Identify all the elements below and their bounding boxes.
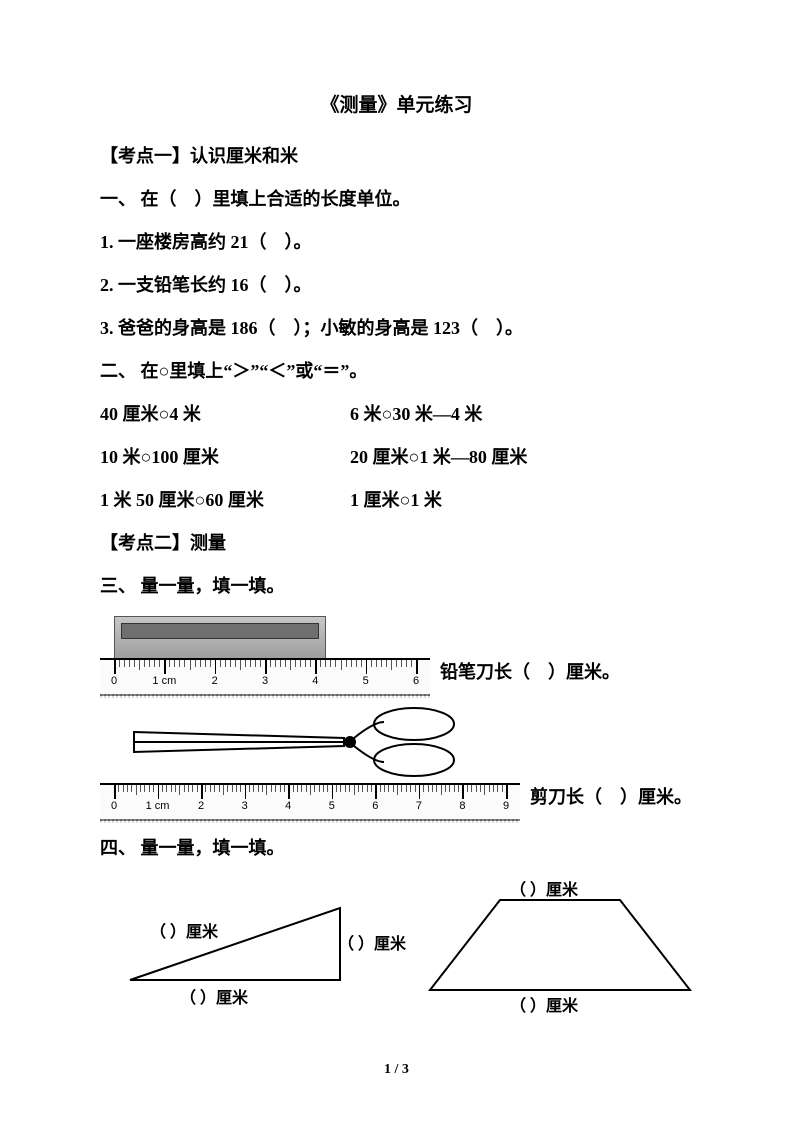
triangle-side-right: （ ）厘米 bbox=[338, 930, 406, 954]
topic-1: 【考点一】认识厘米和米 bbox=[100, 143, 693, 170]
figure-scissors: 01 cm23456789 剪刀长（ ）厘米。 bbox=[100, 702, 693, 821]
triangle-side-bottom: （ ）厘米 bbox=[180, 984, 248, 1008]
scissors-icon bbox=[114, 702, 520, 785]
worksheet-page: 《测量》单元练习 【考点一】认识厘米和米 一、 在（ ）里填上合适的长度单位。 … bbox=[0, 0, 793, 1122]
ruler-1: 01 cm23456 bbox=[100, 658, 430, 696]
compare-3b: 1 厘米○1 米 bbox=[350, 487, 442, 514]
compare-3a: 1 米 50 厘米○60 厘米 bbox=[100, 487, 350, 514]
page-title: 《测量》单元练习 bbox=[100, 90, 693, 117]
page-footer: 1 / 3 bbox=[0, 1062, 793, 1078]
shapes-row: （ ）厘米 （ ）厘米 （ ）厘米 （ ）厘米 （ ）厘米 bbox=[100, 880, 693, 1010]
topic-2: 【考点二】测量 bbox=[100, 530, 693, 557]
compare-row-3: 1 米 50 厘米○60 厘米 1 厘米○1 米 bbox=[100, 487, 693, 514]
figure-2-label: 剪刀长（ ）厘米。 bbox=[530, 783, 692, 809]
section-3: 三、 量一量，填一填。 bbox=[100, 573, 693, 600]
section-1: 一、 在（ ）里填上合适的长度单位。 bbox=[100, 186, 693, 213]
trapezoid-side-top: （ ）厘米 bbox=[510, 876, 578, 900]
trapezoid-side-bottom: （ ）厘米 bbox=[510, 992, 578, 1016]
triangle-side-left: （ ）厘米 bbox=[150, 918, 218, 942]
question-1: 1. 一座楼房高约 21（ ）。 bbox=[100, 229, 693, 256]
compare-row-1: 40 厘米○4 米 6 米○30 米―4 米 bbox=[100, 401, 693, 428]
figure-1-label: 铅笔刀长（ ）厘米。 bbox=[440, 658, 620, 684]
pencil-sharpener-icon bbox=[114, 616, 326, 660]
triangle-shape: （ ）厘米 （ ）厘米 （ ）厘米 bbox=[100, 880, 370, 1010]
ruler-2: 01 cm23456789 bbox=[100, 783, 520, 821]
compare-1b: 6 米○30 米―4 米 bbox=[350, 401, 482, 428]
figure-pencil-sharpener: 01 cm23456 铅笔刀长（ ）厘米。 bbox=[100, 616, 693, 696]
compare-2b: 20 厘米○1 米―80 厘米 bbox=[350, 444, 527, 471]
compare-row-2: 10 米○100 厘米 20 厘米○1 米―80 厘米 bbox=[100, 444, 693, 471]
trapezoid-shape: （ ）厘米 （ ）厘米 bbox=[410, 880, 710, 1010]
compare-2a: 10 米○100 厘米 bbox=[100, 444, 350, 471]
question-2: 2. 一支铅笔长约 16（ ）。 bbox=[100, 272, 693, 299]
section-2: 二、 在○里填上“＞”“＜”或“＝”。 bbox=[100, 358, 693, 385]
section-4: 四、 量一量，填一填。 bbox=[100, 835, 693, 862]
compare-1a: 40 厘米○4 米 bbox=[100, 401, 350, 428]
question-3: 3. 爸爸的身高是 186（ ）；小敏的身高是 123（ ）。 bbox=[100, 315, 693, 342]
